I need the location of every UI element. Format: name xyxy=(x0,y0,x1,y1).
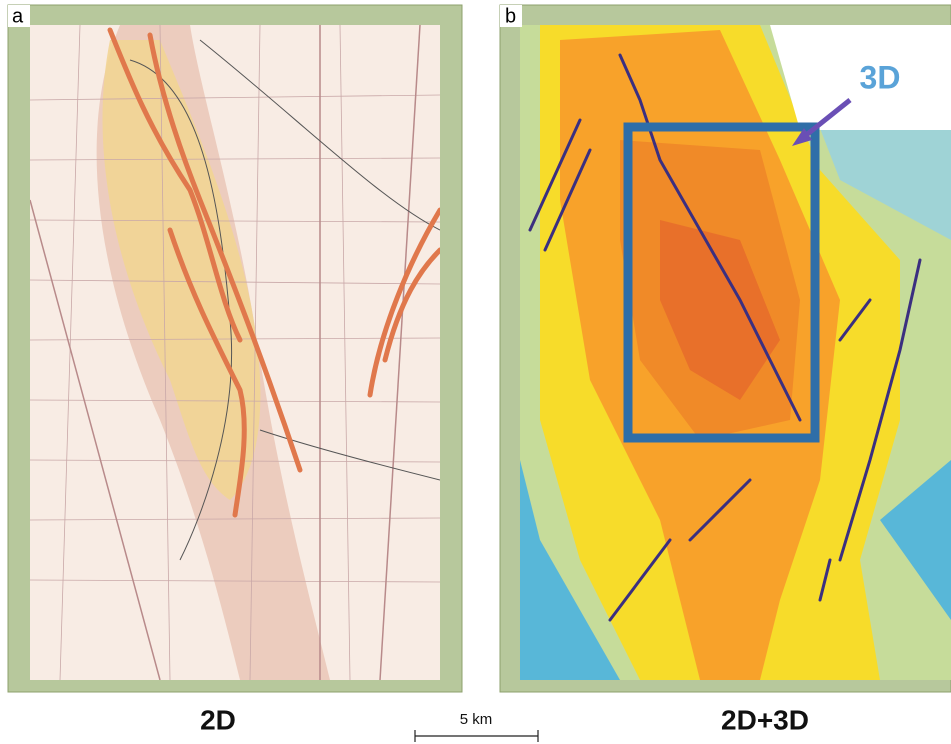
inset-annotation: 3D xyxy=(860,59,901,95)
panel-label: b xyxy=(505,5,516,27)
scale-bar-label: 5 km xyxy=(460,711,493,728)
panel-caption: 2D xyxy=(200,704,236,735)
figure: a 3D b 2D 2D+3D 5 km xyxy=(0,0,951,744)
scale-bar xyxy=(415,730,538,742)
panel-label: a xyxy=(12,5,24,27)
map-3d-content xyxy=(520,25,951,680)
panel-caption: 2D+3D xyxy=(721,704,809,735)
